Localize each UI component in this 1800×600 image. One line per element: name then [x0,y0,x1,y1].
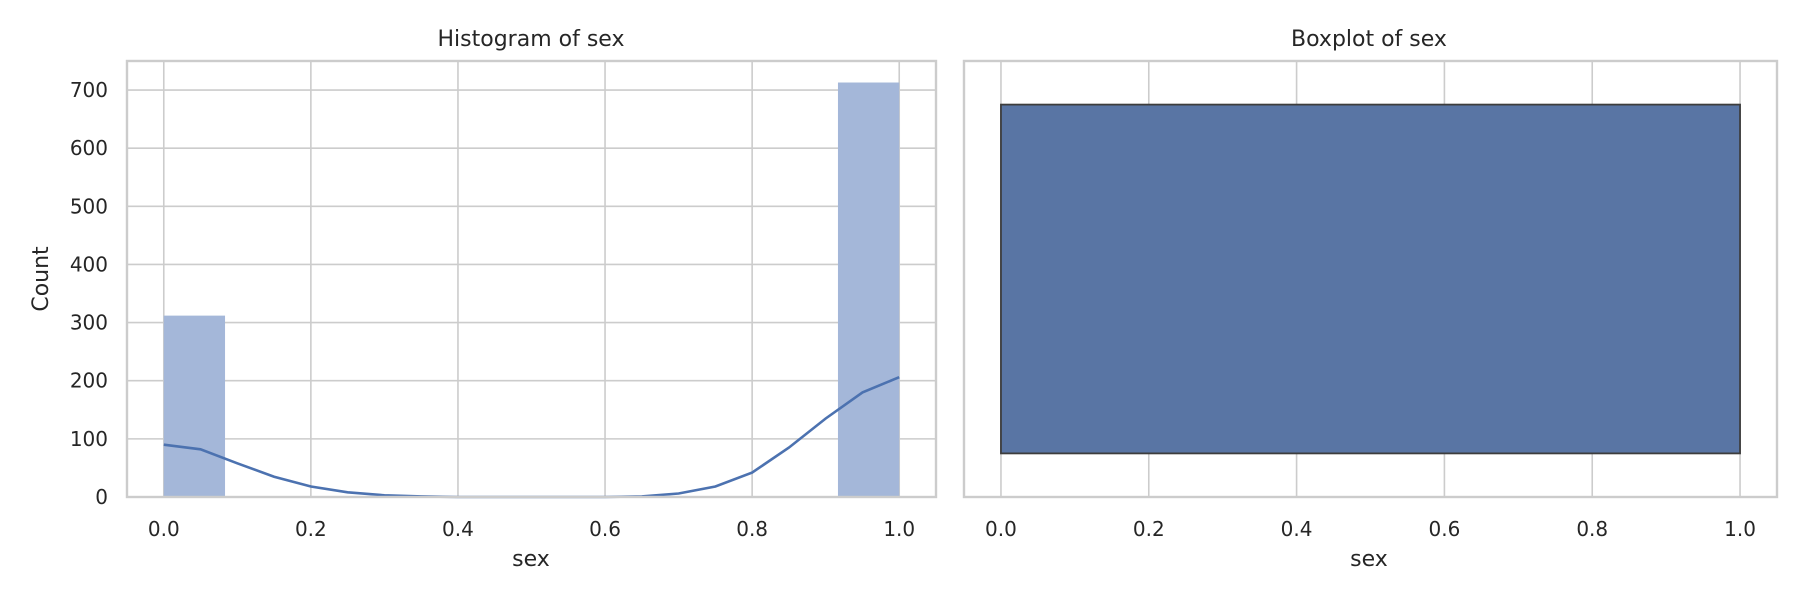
boxplot-x-ticks: 0.0 0.2 0.4 0.6 0.8 1.0 [985,517,1756,541]
histogram-x-ticks: 0.0 0.2 0.4 0.6 0.8 1.0 [148,517,915,541]
boxplot-x-tick-label: 0.8 [1576,517,1608,541]
histogram-y-tick-label: 700 [70,78,108,102]
kde-curve [163,375,900,499]
histogram-y-tick-label: 600 [70,136,108,160]
histogram-x-tick-label: 0.2 [295,517,327,541]
histogram-y-tick-label: 400 [70,252,108,276]
boxplot-x-tick-label: 0.2 [1133,517,1165,541]
boxplot-box [1000,103,1741,455]
histogram-gridlines [127,61,936,498]
histogram-x-tick-label: 0.4 [442,517,474,541]
histogram-bar [163,315,226,497]
histogram-y-label: Count [29,246,54,312]
histogram-x-tick-label: 0.8 [736,517,768,541]
boxplot-x-label: sex [1350,547,1388,572]
boxplot-x-tick-label: 1.0 [1724,517,1756,541]
histogram-y-tick-label: 500 [70,194,108,218]
boxplot-x-tick-label: 0.0 [985,517,1017,541]
histogram-y-ticks: 0 100 200 300 400 500 600 700 [70,78,108,509]
boxplot-x-tick-label: 0.4 [1281,517,1313,541]
histogram-x-label: sex [512,547,550,572]
boxplot-frame [962,59,1779,499]
histogram-panel: Histogram of sex 0.0 0.2 0.4 0.6 0.8 1.0 0 100… [29,27,938,572]
boxplot-title: Boxplot of sex [1291,27,1447,52]
histogram-bar [837,82,900,497]
boxplot-panel: Boxplot of sex 0.0 0.2 0.4 0.6 0.8 1.0 sex [962,27,1779,572]
histogram-y-tick-label: 200 [70,369,108,393]
histogram-x-tick-label: 1.0 [883,517,915,541]
histogram-y-tick-label: 100 [70,427,108,451]
histogram-x-tick-label: 0.6 [589,517,621,541]
histogram-frame [125,59,938,499]
histogram-y-tick-label: 0 [95,485,108,509]
histogram-title: Histogram of sex [438,27,625,52]
histogram-x-tick-label: 0.0 [148,517,180,541]
histogram-y-tick-label: 300 [70,311,108,335]
histogram-bars [163,82,900,497]
boxplot-x-tick-label: 0.6 [1429,517,1461,541]
